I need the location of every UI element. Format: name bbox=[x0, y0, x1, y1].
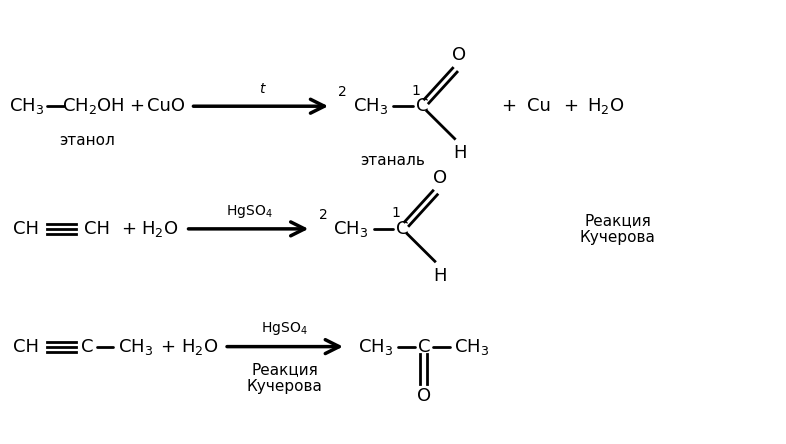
Text: HgSO$_4$: HgSO$_4$ bbox=[226, 203, 272, 220]
Text: CH$_3$: CH$_3$ bbox=[454, 337, 489, 357]
Text: 2: 2 bbox=[339, 86, 347, 99]
Text: Реакция
Кучерова: Реакция Кучерова bbox=[580, 213, 656, 245]
Text: O: O bbox=[417, 387, 431, 404]
Text: CH: CH bbox=[83, 220, 110, 238]
Text: +: + bbox=[563, 97, 578, 115]
Text: CuO: CuO bbox=[147, 97, 185, 115]
Text: Cu: Cu bbox=[527, 97, 550, 115]
Text: H: H bbox=[453, 144, 466, 163]
Text: этанол: этанол bbox=[59, 133, 115, 148]
Text: H$_2$O: H$_2$O bbox=[181, 337, 219, 357]
Text: CH: CH bbox=[13, 337, 39, 356]
Text: C: C bbox=[417, 337, 430, 356]
Text: O: O bbox=[453, 46, 467, 64]
Text: CH: CH bbox=[13, 220, 39, 238]
Text: 2: 2 bbox=[318, 208, 328, 222]
Text: этаналь: этаналь bbox=[361, 153, 425, 168]
Text: CH$_3$: CH$_3$ bbox=[333, 219, 369, 239]
Text: 1: 1 bbox=[391, 206, 401, 220]
Text: C: C bbox=[416, 97, 428, 115]
Text: C: C bbox=[396, 220, 409, 238]
Text: O: O bbox=[432, 169, 446, 187]
Text: +: + bbox=[121, 220, 136, 238]
Text: C: C bbox=[80, 337, 93, 356]
Text: H: H bbox=[433, 267, 446, 285]
Text: H$_2$O: H$_2$O bbox=[141, 219, 178, 239]
Text: +: + bbox=[129, 97, 144, 115]
Text: +: + bbox=[160, 337, 175, 356]
Text: t: t bbox=[259, 82, 265, 95]
Text: Реакция
Кучерова: Реакция Кучерова bbox=[247, 362, 322, 394]
Text: HgSO$_4$: HgSO$_4$ bbox=[261, 321, 308, 337]
Text: CH$_3$: CH$_3$ bbox=[9, 96, 44, 116]
Text: CH$_3$: CH$_3$ bbox=[353, 96, 388, 116]
Text: H$_2$O: H$_2$O bbox=[587, 96, 625, 116]
Text: CH$_3$: CH$_3$ bbox=[118, 337, 152, 357]
Text: CH$_2$OH: CH$_2$OH bbox=[62, 96, 125, 116]
Text: CH$_3$: CH$_3$ bbox=[358, 337, 393, 357]
Text: +: + bbox=[501, 97, 516, 115]
Text: 1: 1 bbox=[412, 83, 421, 98]
